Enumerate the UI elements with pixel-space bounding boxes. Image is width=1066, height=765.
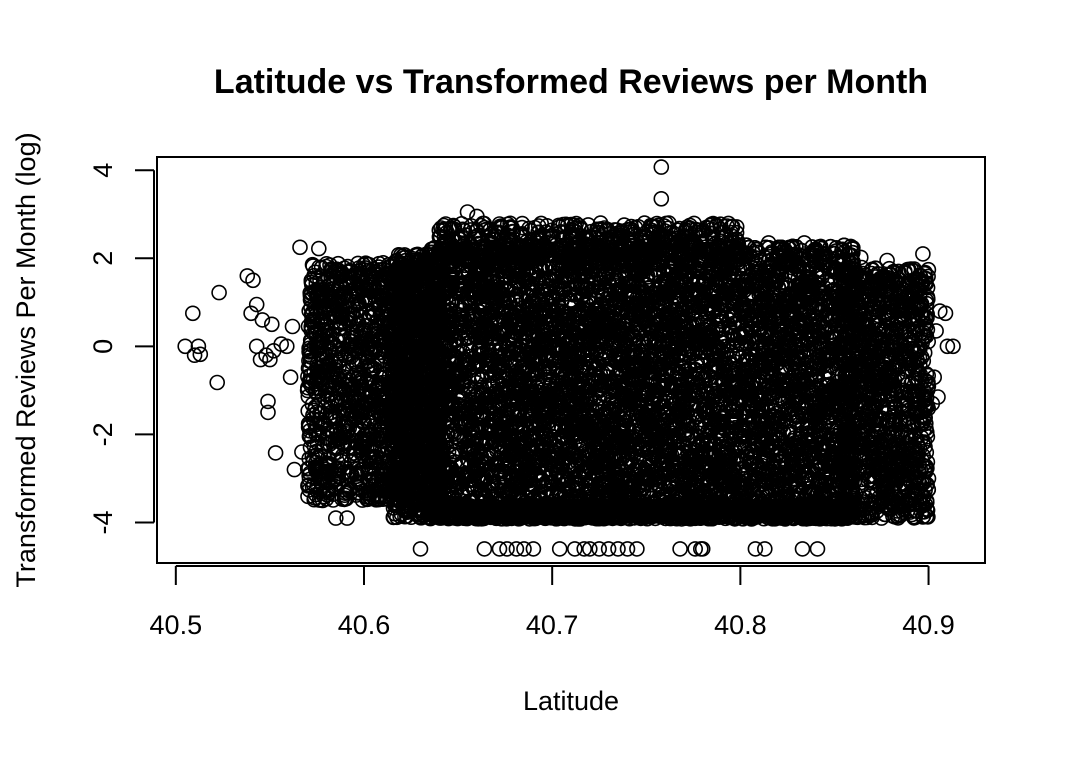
data-points xyxy=(177,159,961,557)
chart-title: Latitude vs Transformed Reviews per Mont… xyxy=(214,63,928,101)
